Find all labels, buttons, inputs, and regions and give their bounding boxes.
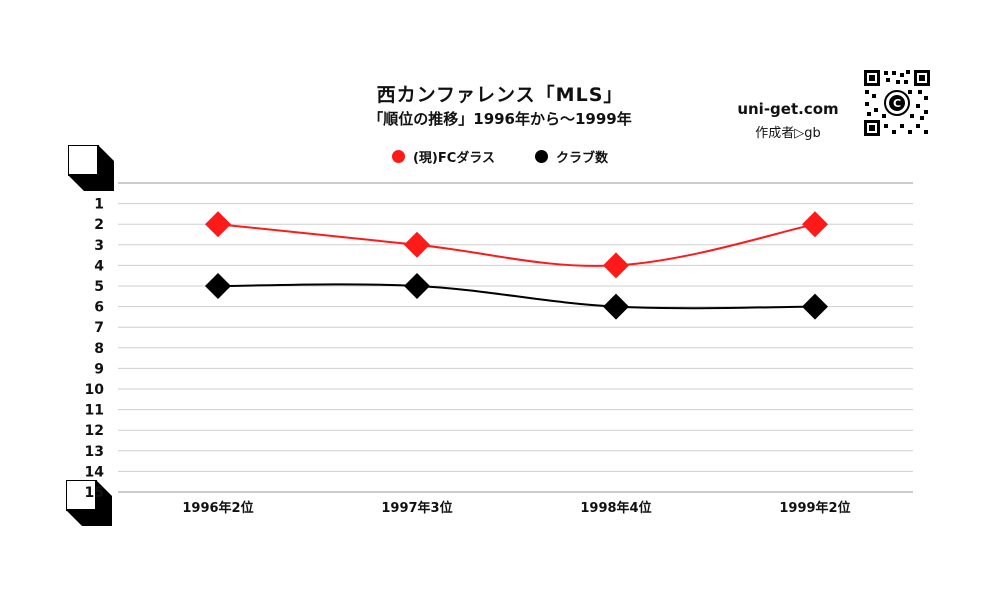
y-tick-label: 8 [94, 341, 104, 357]
x-tick-label: 1997年3位 [381, 500, 452, 516]
legend-label-clubs: クラブ数 [556, 151, 609, 166]
y-tick-label: 5 [94, 279, 104, 295]
data-point-marker [802, 293, 828, 320]
y-tick-label: 6 [94, 300, 104, 316]
author-credit: 作成者▷gb [755, 126, 821, 141]
series-line [217, 223, 816, 267]
data-point-marker [404, 231, 430, 258]
y-tick-label: 12 [85, 423, 104, 439]
data-point-marker [205, 273, 231, 299]
y-tick-label: 13 [85, 444, 104, 460]
legend-marker-clubs [535, 150, 549, 163]
site-name: uni-get.com [737, 100, 839, 118]
y-tick-label: 11 [85, 403, 104, 419]
y-tick-label: 7 [94, 320, 104, 336]
chart-title: 西カンファレンス「MLS」 [376, 84, 624, 106]
page-corner-icon [68, 145, 114, 191]
chart-subtitle: 「順位の推移」1996年から～1999年 [368, 110, 632, 128]
data-point-marker [603, 252, 629, 279]
legend-item-clubs: クラブ数 [535, 147, 608, 166]
y-tick-label: 10 [85, 382, 105, 398]
data-point-marker [404, 273, 430, 299]
y-tick-label: 1 [94, 197, 104, 213]
legend-marker-dallas [391, 150, 405, 163]
y-tick-label: 15 [85, 485, 104, 501]
x-tick-label: 1998年4位 [580, 500, 651, 516]
svg-text:C: C [893, 97, 901, 110]
y-tick-label: 14 [85, 464, 105, 480]
x-tick-label: 1996年2位 [182, 500, 253, 516]
data-point-marker [205, 211, 231, 238]
legend-item-dallas: (現)FCダラス [391, 147, 496, 166]
y-tick-label: 3 [94, 238, 104, 254]
y-tick-label: 9 [94, 361, 104, 377]
brand-block: uni-get.com 作成者▷gb [728, 100, 848, 141]
x-tick-label: 1999年2位 [779, 500, 850, 516]
qr-code-icon: C [862, 68, 932, 138]
y-tick-label: 4 [94, 258, 104, 274]
y-tick-label: 2 [94, 217, 104, 233]
page-corner-icon [66, 480, 112, 526]
legend: (現)FCダラス クラブ数 [0, 147, 1000, 166]
series-line [217, 283, 816, 310]
legend-label-dallas: (現)FCダラス [412, 151, 496, 166]
data-point-marker [603, 293, 629, 320]
data-point-marker [802, 211, 828, 238]
